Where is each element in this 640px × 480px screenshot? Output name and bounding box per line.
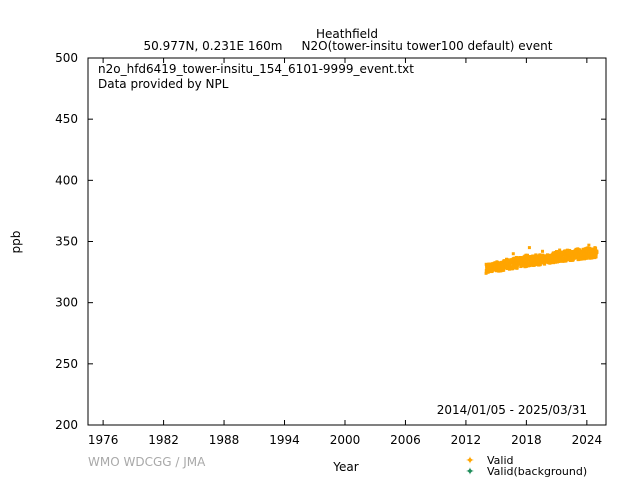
x-tick-label: 1994: [269, 433, 300, 447]
data-point: [506, 258, 510, 262]
series-title: N2O(tower-insitu tower100 default) event: [302, 39, 553, 53]
data-point: [568, 248, 572, 252]
data-point: [547, 253, 551, 257]
y-tick-label: 450: [55, 112, 78, 126]
filename-label: n2o_hfd6419_tower-insitu_154_6101-9999_e…: [98, 62, 414, 76]
data-point: [594, 255, 598, 259]
data-point: [576, 255, 580, 259]
credit-label: WMO WDCGG / JMA: [88, 455, 206, 469]
data-point: [496, 264, 500, 268]
data-point: [501, 264, 505, 268]
data-point: [511, 252, 515, 256]
axis-ticks: 1976 1982 1988 1994 2000 2006 2012 2018 2024 200 2…: [55, 51, 606, 447]
data-point: [531, 254, 535, 258]
station-title: Heathfield: [316, 27, 378, 41]
data-point: [534, 253, 538, 257]
data-points: [484, 243, 599, 275]
y-tick-label: 500: [55, 51, 78, 65]
data-point: [533, 263, 537, 267]
data-point: [581, 248, 585, 252]
plot-frame: [87, 57, 607, 426]
x-tick-label: 2006: [390, 433, 421, 447]
y-tick-label: 250: [55, 357, 78, 371]
data-point: [484, 271, 488, 275]
data-point: [529, 260, 533, 264]
data-point: [558, 259, 562, 263]
data-point: [578, 248, 582, 252]
data-point: [558, 248, 562, 252]
x-tick-label: 1976: [88, 433, 119, 447]
data-point: [576, 247, 580, 251]
data-point: [540, 258, 544, 262]
data-point: [516, 256, 520, 260]
y-axis-label: ppb: [9, 231, 23, 254]
x-axis-label: Year: [332, 460, 358, 474]
legend-background-label: Valid(background): [487, 465, 587, 478]
data-point: [493, 264, 497, 268]
data-point: [523, 260, 527, 264]
legend-valid-marker: ✦: [465, 454, 474, 467]
data-point: [502, 268, 506, 272]
x-tick-label: 2018: [511, 433, 542, 447]
data-point: [553, 257, 557, 261]
location-label: 50.977N, 0.231E 160m: [144, 39, 283, 53]
legend-background-marker: ✦: [465, 465, 474, 478]
date-range-label: 2014/01/05 - 2025/03/31: [437, 403, 587, 417]
data-point: [595, 250, 599, 254]
y-tick-label: 400: [55, 173, 78, 187]
data-point: [530, 257, 534, 261]
data-point: [526, 253, 530, 257]
data-point: [541, 249, 545, 253]
y-tick-label: 300: [55, 296, 78, 310]
data-point: [582, 253, 586, 257]
data-point: [520, 264, 524, 268]
y-tick-label: 350: [55, 235, 78, 249]
legend-valid-label: Valid: [487, 454, 514, 467]
data-point: [508, 265, 512, 269]
y-tick-label: 200: [55, 418, 78, 432]
data-point: [593, 246, 597, 250]
x-tick-label: 2024: [572, 433, 603, 447]
data-point: [527, 246, 531, 250]
data-point: [515, 265, 519, 269]
data-point: [557, 251, 561, 255]
legend: ✦ Valid ✦ Valid(background): [465, 454, 587, 478]
data-point: [587, 243, 591, 247]
data-point: [555, 260, 559, 264]
x-tick-label: 2000: [330, 433, 361, 447]
data-point: [508, 263, 512, 267]
x-tick-label: 2012: [451, 433, 482, 447]
x-tick-label: 1982: [148, 433, 179, 447]
provider-label: Data provided by NPL: [98, 77, 229, 91]
data-point: [543, 262, 547, 266]
data-point: [592, 252, 596, 256]
x-tick-label: 1988: [209, 433, 240, 447]
data-point: [589, 248, 593, 252]
